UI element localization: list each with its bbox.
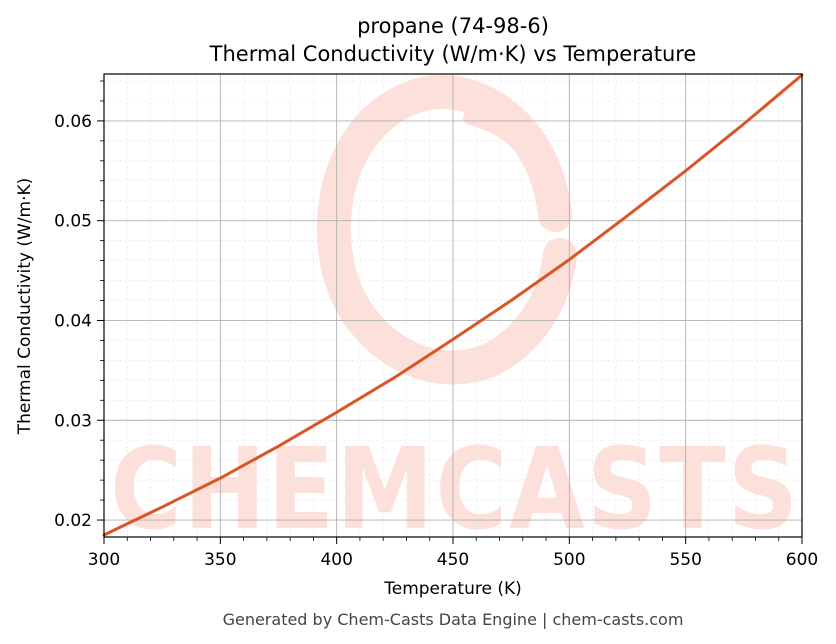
x-tick-label: 300 bbox=[88, 550, 120, 570]
x-tick-label: 500 bbox=[553, 550, 585, 570]
watermark: CHEMCASTS bbox=[110, 74, 800, 555]
y-tick-label: 0.02 bbox=[54, 511, 92, 531]
y-axis-ticks: 0.02 0.03 0.04 0.05 0.06 bbox=[54, 80, 104, 531]
footer-credit: Generated by Chem-Casts Data Engine | ch… bbox=[223, 610, 684, 629]
x-axis-ticks: 300 350 400 450 500 550 600 bbox=[88, 537, 818, 570]
x-axis-label: Temperature (K) bbox=[383, 579, 522, 599]
x-tick-label: 450 bbox=[437, 550, 469, 570]
y-tick-label: 0.05 bbox=[54, 212, 92, 232]
watermark-logo-icon bbox=[316, 74, 577, 385]
watermark-text: CHEMCASTS bbox=[110, 425, 800, 555]
series-line bbox=[102, 73, 804, 537]
chart-title: propane (74-98-6) bbox=[357, 14, 549, 38]
y-tick-label: 0.06 bbox=[54, 112, 92, 132]
chart-subtitle: Thermal Conductivity (W/m·K) vs Temperat… bbox=[209, 42, 697, 66]
x-tick-label: 550 bbox=[669, 550, 701, 570]
y-axis-label: Thermal Conductivity (W/m·K) bbox=[15, 178, 35, 436]
y-tick-label: 0.03 bbox=[54, 411, 92, 431]
x-tick-label: 600 bbox=[786, 550, 818, 570]
y-tick-label: 0.04 bbox=[54, 311, 92, 331]
x-tick-label: 400 bbox=[320, 550, 352, 570]
x-tick-label: 350 bbox=[204, 550, 236, 570]
series-layer bbox=[102, 73, 804, 537]
plot-area: 300 350 400 450 500 550 600 0.020.030.040.050.… bbox=[54, 73, 818, 570]
